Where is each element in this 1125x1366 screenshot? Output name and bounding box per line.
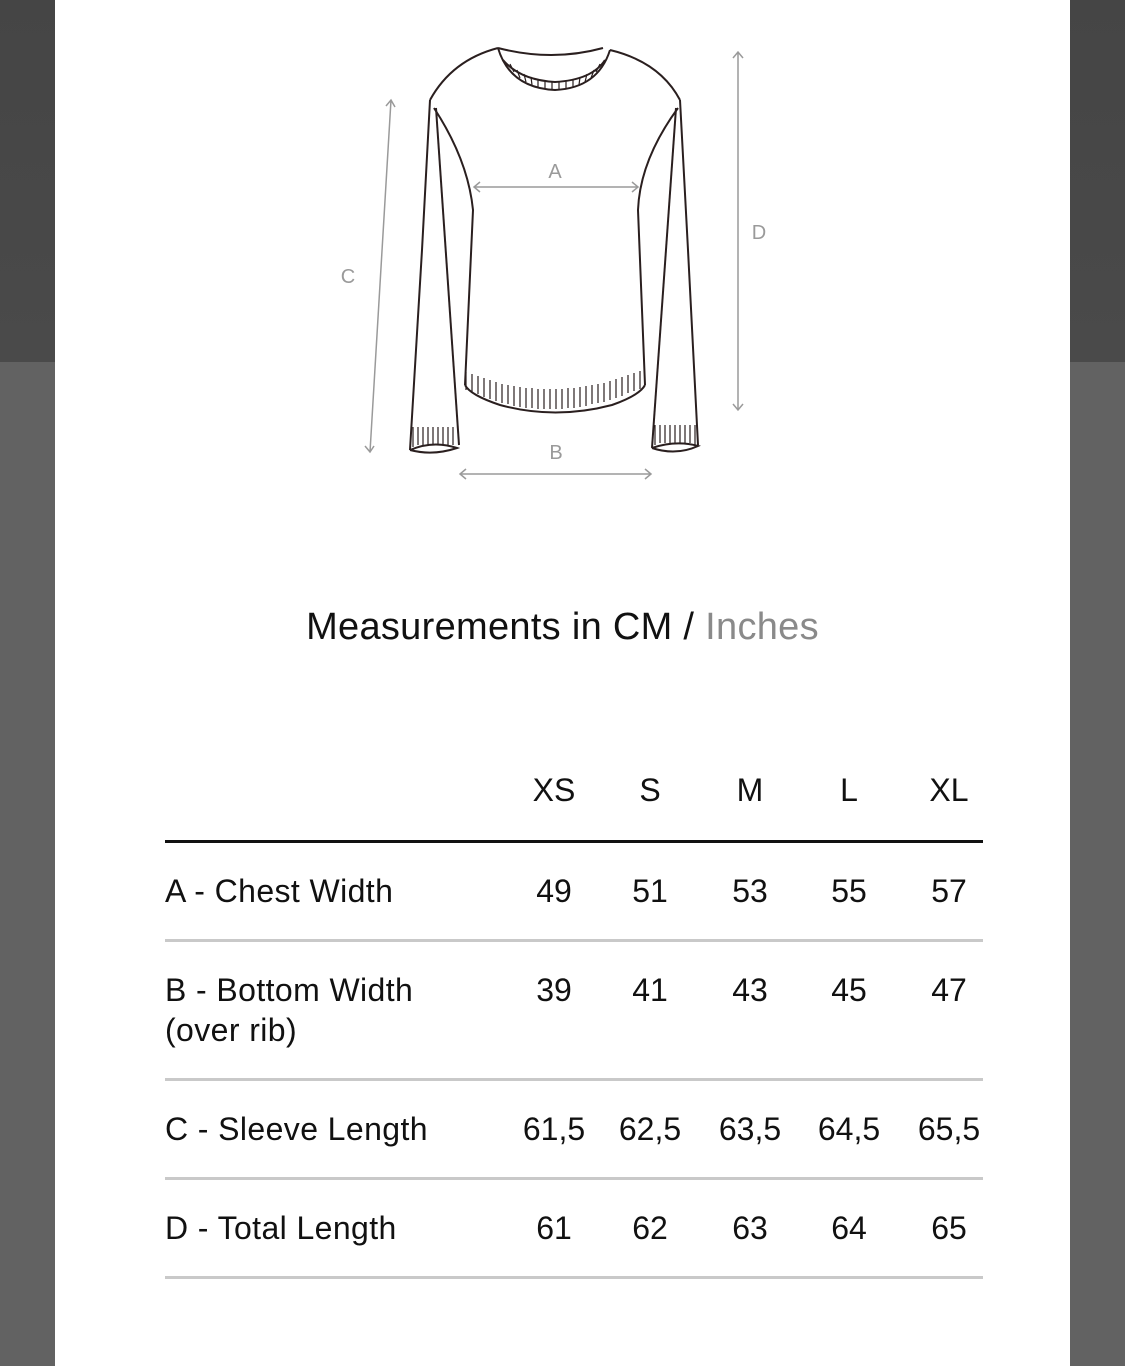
cell: 63 bbox=[732, 1210, 768, 1246]
cell: 41 bbox=[632, 972, 668, 1008]
size-header-s: S bbox=[639, 772, 661, 808]
size-header-xl: XL bbox=[929, 772, 969, 808]
content-panel bbox=[55, 0, 1070, 1366]
row-label: B - Bottom Width bbox=[165, 972, 414, 1008]
label-c: C bbox=[341, 266, 355, 288]
label-a: A bbox=[548, 161, 562, 183]
cell: 55 bbox=[831, 873, 867, 909]
unit-cm: Measurements in CM / bbox=[306, 606, 706, 648]
size-header-xs: XS bbox=[532, 772, 576, 808]
cell: 53 bbox=[732, 873, 768, 909]
label-b: B bbox=[549, 442, 562, 464]
row-label: A - Chest Width bbox=[165, 873, 394, 909]
sweater-diagram: A B C D bbox=[341, 47, 766, 480]
cell: 49 bbox=[536, 873, 572, 909]
unit-inches-toggle[interactable]: Inches bbox=[705, 606, 819, 648]
cell: 61 bbox=[536, 1210, 572, 1246]
cell: 43 bbox=[732, 972, 768, 1008]
measurement-arrows bbox=[364, 50, 744, 480]
label-d: D bbox=[752, 222, 766, 244]
cell: 64 bbox=[831, 1210, 867, 1246]
rib-lines bbox=[412, 63, 696, 447]
measurements-title: Measurements in CM / Inches bbox=[0, 606, 1125, 649]
cell: 47 bbox=[931, 972, 967, 1008]
row-label: D - Total Length bbox=[165, 1210, 397, 1246]
cell: 65,5 bbox=[917, 1111, 981, 1147]
size-header-l: L bbox=[840, 772, 858, 808]
cell: 62,5 bbox=[618, 1111, 682, 1147]
row-divider bbox=[165, 1078, 983, 1081]
row-label-sub: (over rib) bbox=[165, 1012, 298, 1048]
cell: 57 bbox=[931, 873, 967, 909]
cell: 64,5 bbox=[817, 1111, 881, 1147]
cell: 51 bbox=[632, 873, 668, 909]
size-header-m: M bbox=[736, 772, 764, 808]
sweater-outline bbox=[409, 47, 701, 454]
cell: 62 bbox=[632, 1210, 668, 1246]
cell: 45 bbox=[831, 972, 867, 1008]
cell: 61,5 bbox=[522, 1111, 586, 1147]
cell: 65 bbox=[931, 1210, 967, 1246]
cell: 39 bbox=[536, 972, 572, 1008]
row-divider bbox=[165, 1177, 983, 1180]
cell: 63,5 bbox=[718, 1111, 782, 1147]
row-divider bbox=[165, 939, 983, 942]
row-divider bbox=[165, 1276, 983, 1279]
header-divider bbox=[165, 840, 983, 843]
row-label: C - Sleeve Length bbox=[165, 1111, 428, 1147]
